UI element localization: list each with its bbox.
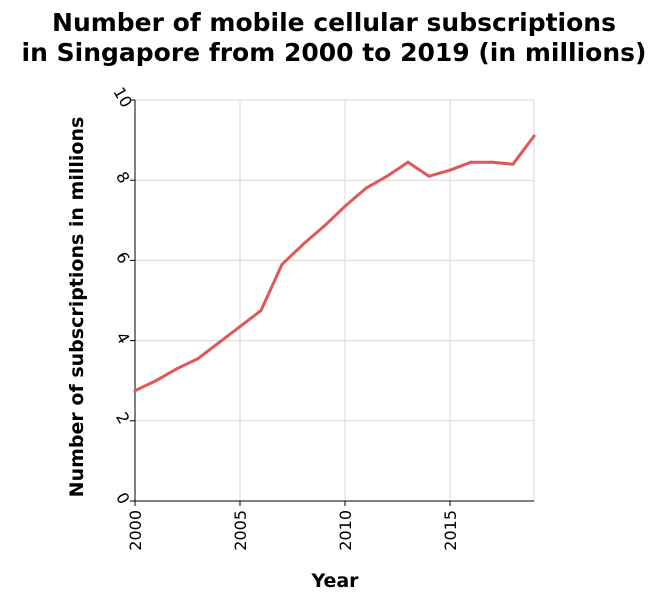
y-tick-label-3: 6 [112,248,134,266]
data-point-0-7 [280,262,284,266]
x-tick-label-3: 2015 [441,510,460,551]
y-tick-label-5: 10 [109,84,136,111]
grid [135,99,535,501]
series-line-0 [133,134,536,393]
axes [130,99,534,506]
data-point-0-10 [343,204,347,208]
data-point-0-17 [490,160,494,164]
chart-title-line-1: Number of mobile cellular subscriptions [52,8,616,37]
data-point-0-13 [406,160,410,164]
x-tick-label-0: 2000 [126,510,145,551]
chart-title-line-2: in Singapore from 2000 to 2019 (in milli… [22,38,647,67]
data-point-0-18 [511,162,515,166]
y-tick-label-0: 0 [112,489,134,507]
tick-labels: 0 2 4 6 8 10 2000 2005 2010 2015 [109,84,460,551]
y-axis-label: Number of subscriptions in millions [66,117,88,498]
series-layer [133,134,536,393]
data-point-0-11 [364,186,368,190]
data-point-0-2 [175,367,179,371]
y-tick-label-1: 2 [112,409,134,427]
data-point-0-6 [259,309,263,313]
data-point-0-9 [322,224,326,228]
data-point-0-19 [532,134,536,138]
data-point-0-16 [469,160,473,164]
y-tick-label-2: 4 [112,329,134,347]
data-point-0-5 [238,325,242,329]
data-point-0-1 [154,379,158,383]
data-point-0-8 [301,242,305,246]
data-point-0-4 [217,341,221,345]
x-tick-label-1: 2005 [231,510,250,551]
x-tick-label-2: 2010 [336,510,355,551]
data-point-0-12 [385,174,389,178]
data-point-0-14 [427,174,431,178]
data-point-0-0 [133,389,137,393]
x-axis-label: Year [310,570,359,592]
y-tick-label-4: 8 [112,168,134,186]
data-point-0-3 [196,357,200,361]
data-point-0-15 [448,168,452,172]
